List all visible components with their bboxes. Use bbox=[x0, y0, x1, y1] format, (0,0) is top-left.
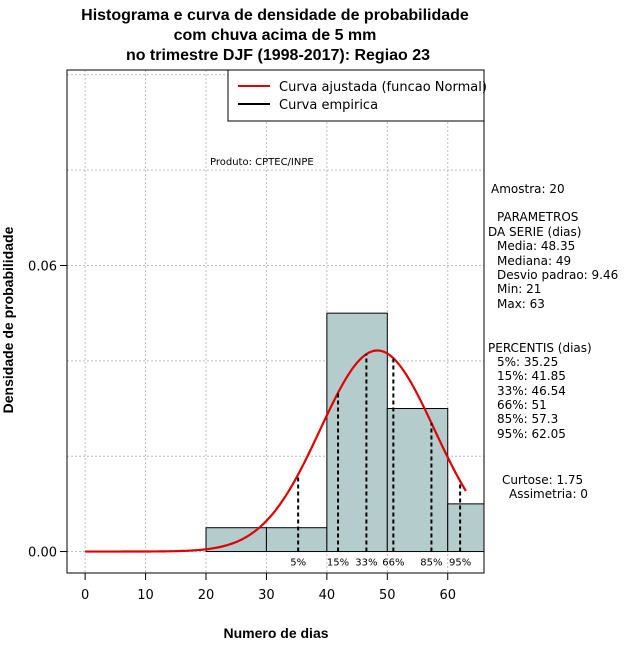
percentile-label-4: 85% bbox=[420, 558, 442, 569]
legend-label-fit: Curva ajustada (funcao Normal) bbox=[279, 80, 487, 95]
percentile-label-5: 95% bbox=[449, 558, 471, 569]
params-subheader: DA SERIE (dias) bbox=[488, 225, 581, 239]
normal-fit-line bbox=[85, 349, 467, 553]
x-tick-label-6: 60 bbox=[439, 588, 456, 603]
stat-median: Mediana: 49 bbox=[497, 254, 571, 268]
legend-box bbox=[227, 69, 485, 122]
stat-max: Max: 63 bbox=[497, 297, 545, 311]
statistics-panel: Amostra: 20 PARAMETROS DA SERIE (dias) M… bbox=[488, 182, 618, 501]
x-tick-label-5: 50 bbox=[379, 588, 396, 603]
sample-size: Amostra: 20 bbox=[491, 182, 565, 196]
histogram-bar-1 bbox=[265, 527, 328, 553]
percentile-33: 33%: 46.54 bbox=[497, 384, 566, 398]
percentile-label-2: 33% bbox=[355, 558, 377, 569]
params-header: PARAMETROS bbox=[497, 210, 578, 224]
y-tick-label-0: 0.00 bbox=[28, 546, 57, 561]
stat-mean: Media: 48.35 bbox=[497, 239, 575, 253]
chart-title-line-1: Histograma e curva de densidade de proba… bbox=[81, 7, 469, 24]
percentile-label-0: 5% bbox=[290, 558, 306, 569]
x-tick-label-1: 10 bbox=[137, 588, 154, 603]
percentile-label-1: 15% bbox=[327, 558, 349, 569]
stat-kurtosis: Curtose: 1.75 bbox=[502, 473, 583, 487]
y-tick-label-1: 0.06 bbox=[28, 259, 57, 274]
percentile-label-3: 66% bbox=[382, 558, 404, 569]
stat-skewness: Assimetria: 0 bbox=[509, 487, 588, 501]
stat-std-dev: Desvio padrao: 9.46 bbox=[497, 268, 618, 282]
histogram-bar-2 bbox=[326, 312, 388, 553]
x-tick-label-2: 20 bbox=[198, 588, 215, 603]
histogram-bars bbox=[205, 312, 485, 553]
stat-min: Min: 21 bbox=[497, 282, 541, 296]
percentile-lines: 5% 15% 33% 66% 85% 95% bbox=[290, 354, 471, 569]
normal-fit-curve bbox=[85, 349, 467, 553]
legend: Curva ajustada (funcao Normal) Curva emp… bbox=[227, 69, 487, 122]
x-tick-label-4: 40 bbox=[319, 588, 336, 603]
percentile-95: 95%: 62.05 bbox=[497, 427, 566, 441]
x-tick-label-0: 0 bbox=[81, 588, 89, 603]
percentiles-header: PERCENTIS (dias) bbox=[488, 341, 592, 355]
histogram-bar-4 bbox=[447, 503, 485, 553]
x-axis-label: Numero de dias bbox=[223, 625, 328, 641]
chart-title-line-3: no trimestre DJF (1998-2017): Regiao 23 bbox=[126, 47, 430, 64]
percentile-15: 15%: 41.85 bbox=[497, 369, 566, 383]
chart-title-line-2: com chuva acima de 5 mm bbox=[174, 27, 377, 44]
percentile-66: 66%: 51 bbox=[497, 398, 547, 412]
product-annotation: Produto: CPTEC/INPE bbox=[210, 157, 314, 168]
y-axis-label: Densidade de probabilidade bbox=[0, 226, 16, 413]
percentile-85: 85%: 57.3 bbox=[497, 412, 558, 426]
histogram-bar-3 bbox=[386, 408, 449, 553]
x-tick-label-3: 30 bbox=[258, 588, 275, 603]
legend-label-empirical: Curva empirica bbox=[279, 98, 378, 113]
percentile-5: 5%: 35.25 bbox=[497, 355, 558, 369]
